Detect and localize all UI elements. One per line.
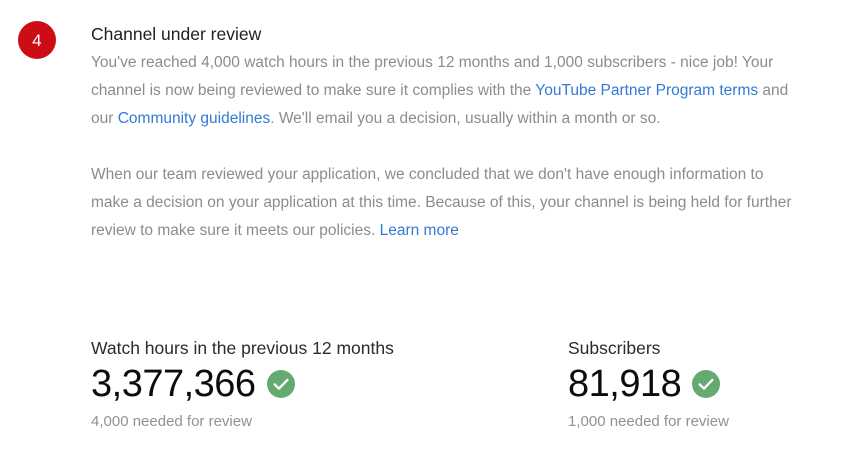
community-guidelines-link[interactable]: Community guidelines: [117, 110, 271, 127]
stat-watch-hours-requirement: 4,000 needed for review: [91, 413, 252, 430]
step-number-label: 4: [32, 30, 42, 50]
review-description-paragraph: You've reached 4,000 watch hours in the …: [91, 49, 803, 133]
paragraph-2-text-part-1: When our team reviewed your application,…: [91, 166, 792, 239]
learn-more-link[interactable]: Learn more: [379, 222, 459, 239]
review-content: Channel under review You've reached 4,00…: [91, 22, 811, 245]
stat-watch-hours: Watch hours in the previous 12 months 3,…: [91, 336, 568, 433]
stat-subscribers-value-row: 81,918: [568, 362, 729, 406]
youtube-partner-program-terms-link[interactable]: YouTube Partner Program terms: [535, 82, 759, 99]
stat-watch-hours-value-row: 3,377,366: [91, 362, 568, 406]
check-circle-icon: [692, 370, 721, 398]
page-title: Channel under review: [91, 24, 262, 44]
stat-subscribers-value: 81,918: [568, 363, 682, 405]
paragraph-1-text-part-3: . We'll email you a decision, usually wi…: [270, 110, 661, 127]
check-circle-icon: [266, 370, 295, 398]
stat-watch-hours-value: 3,377,366: [91, 363, 256, 405]
eligibility-stats: Watch hours in the previous 12 months 3,…: [91, 336, 851, 433]
stat-subscribers-label: Subscribers: [568, 338, 661, 358]
review-decision-paragraph: When our team reviewed your application,…: [91, 161, 803, 245]
stat-subscribers: Subscribers 81,918 1,000 needed for revi…: [568, 336, 729, 433]
paragraph-1-text-part-1: You've reached 4,000 watch hours in the …: [91, 54, 774, 99]
step-number-badge: 4: [18, 21, 56, 59]
paragraph-1-text-part-2: and our: [91, 82, 789, 127]
stat-watch-hours-label: Watch hours in the previous 12 months: [91, 338, 394, 358]
stat-subscribers-requirement: 1,000 needed for review: [568, 413, 729, 430]
